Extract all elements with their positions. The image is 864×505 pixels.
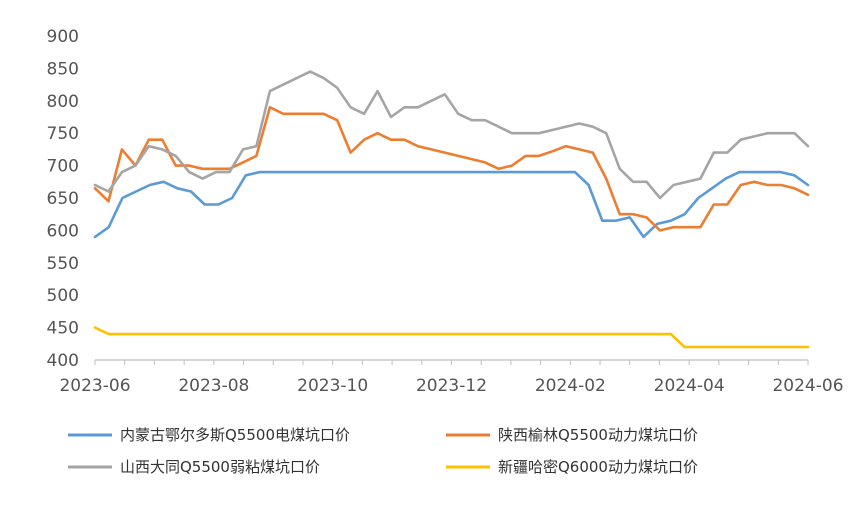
series-line-3 <box>93 70 810 200</box>
legend-item: 陕西榆林Q5500动力煤坑口价 <box>446 426 698 444</box>
y-tick-label: 450 <box>47 319 79 339</box>
legend-label: 内蒙古鄂尔多斯Q5500电煤坑口价 <box>120 426 350 444</box>
series-lines <box>93 70 810 349</box>
y-tick-label: 800 <box>47 92 79 112</box>
x-tick-label: 2023-08 <box>178 376 249 396</box>
x-axis: 2023-06 2023-08 2023-10 2023-12 2024-02 2024-… <box>59 359 844 396</box>
legend-label: 新疆哈密Q6000动力煤坑口价 <box>498 458 698 476</box>
legend-label: 陕西榆林Q5500动力煤坑口价 <box>498 426 698 444</box>
y-axis-labels: 400 450 500 550 600 650 700 750 800 850 900 <box>47 27 79 371</box>
y-tick-label: 600 <box>47 221 79 241</box>
y-tick-label: 850 <box>47 59 79 79</box>
legend-item: 山西大同Q5500弱粘煤坑口价 <box>68 458 320 476</box>
y-tick-label: 500 <box>47 286 79 306</box>
y-tick-label: 750 <box>47 124 79 144</box>
x-tick-label: 2024-04 <box>654 376 725 396</box>
y-tick-label: 700 <box>47 157 79 177</box>
legend-label: 山西大同Q5500弱粘煤坑口价 <box>120 458 320 476</box>
y-tick-label: 400 <box>47 351 79 371</box>
x-tick-label: 2024-02 <box>535 376 606 396</box>
legend-item: 内蒙古鄂尔多斯Q5500电煤坑口价 <box>68 426 350 444</box>
x-tick-label: 2023-06 <box>59 376 130 396</box>
x-tick-label: 2023-12 <box>416 376 487 396</box>
x-tick-label: 2023-10 <box>297 376 368 396</box>
series-line-4 <box>93 326 810 349</box>
y-tick-label: 900 <box>47 27 79 47</box>
series-line-1 <box>93 170 810 239</box>
x-tick-label: 2024-06 <box>772 376 843 396</box>
series-line-2 <box>93 106 810 232</box>
legend: 内蒙古鄂尔多斯Q5500电煤坑口价 陕西榆林Q5500动力煤坑口价山西大同Q550… <box>68 426 698 476</box>
y-tick-label: 550 <box>47 254 79 274</box>
legend-item: 新疆哈密Q6000动力煤坑口价 <box>446 458 698 476</box>
y-tick-label: 650 <box>47 189 79 209</box>
